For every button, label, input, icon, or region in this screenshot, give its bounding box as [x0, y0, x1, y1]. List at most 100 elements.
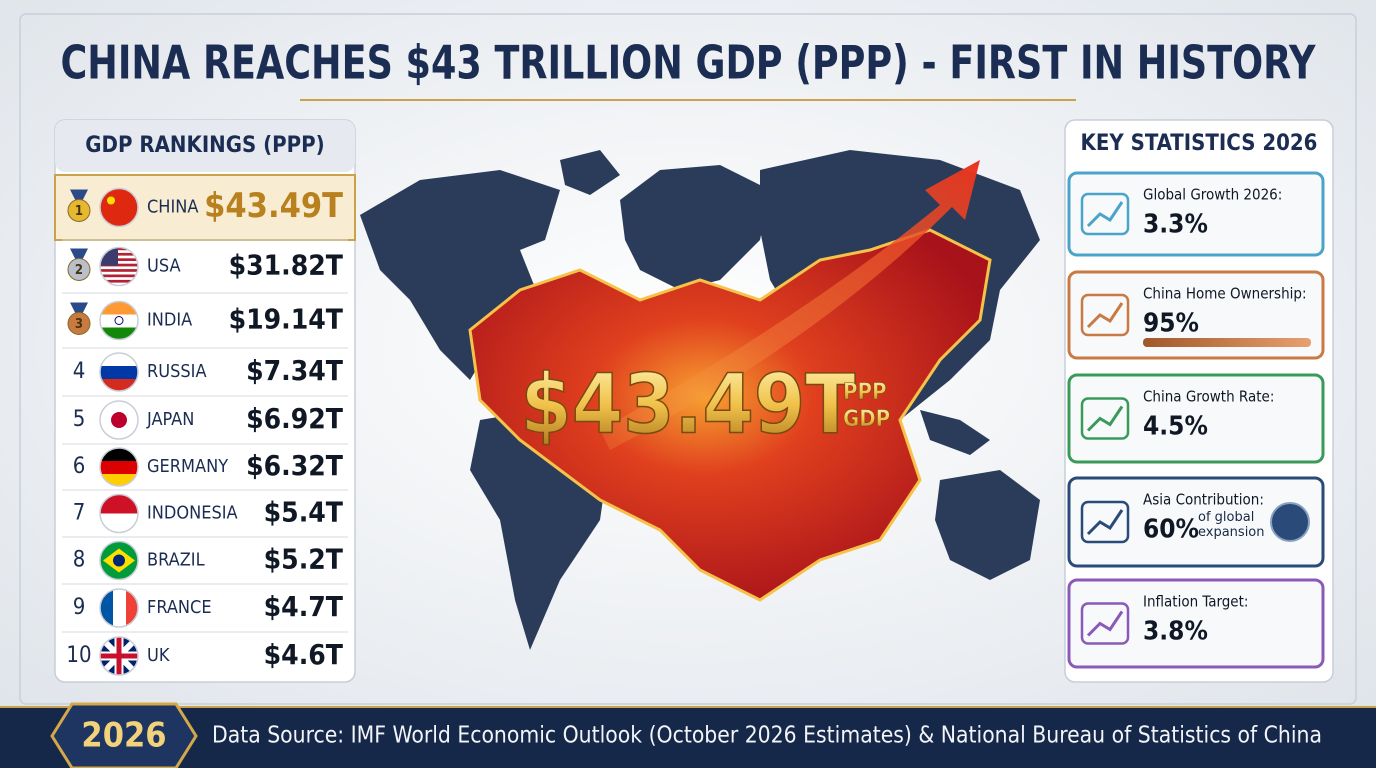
flag-stripe	[100, 258, 138, 261]
gdp: $6.32T	[246, 449, 344, 482]
rank: 5	[73, 407, 86, 432]
flag-stripe	[100, 494, 138, 514]
stat-value: 3.8%	[1143, 617, 1208, 647]
statistics-panel: KEY STATISTICS 2026 Global Growth 2026: 3.…	[1064, 119, 1334, 683]
gdp: $5.2T	[264, 543, 344, 576]
continent	[360, 170, 560, 380]
stat-label: Asia Contribution:	[1143, 491, 1264, 509]
panel-title: KEY STATISTICS 2026	[1081, 131, 1318, 156]
flag-stripe	[100, 269, 138, 272]
gdp: $31.82T	[229, 249, 344, 282]
country: CHINA	[147, 197, 198, 218]
flag-rim	[99, 187, 139, 228]
footer: 2026 Data Source: IMF World Economic Outl…	[0, 702, 1376, 768]
stat-value: 4.5%	[1143, 412, 1208, 442]
flag-field	[100, 188, 138, 227]
flag-stripe	[100, 513, 138, 533]
china-region	[468, 228, 992, 602]
stat-icon-glyph	[1086, 405, 1124, 432]
stat-note-box: of global expansion	[1198, 510, 1265, 540]
flag-stripe	[100, 314, 138, 328]
flag-rim	[99, 447, 139, 487]
rank: 10	[66, 643, 91, 668]
flag-rim	[99, 588, 139, 628]
stat-icon	[1080, 397, 1130, 440]
rank: 2	[75, 263, 83, 278]
stat-icon	[1080, 500, 1130, 544]
flag-stripe	[100, 252, 138, 256]
medal-ribbon	[70, 189, 88, 202]
stat-card	[1067, 373, 1325, 464]
gdp: $43.49T	[204, 186, 343, 226]
flag-sun	[111, 412, 127, 428]
stat-icon	[1080, 293, 1130, 337]
flag-rim	[99, 300, 139, 341]
highlight-value: $43.49T	[520, 357, 855, 452]
flag-stripe	[100, 461, 138, 474]
stat-icon-glyph	[1086, 610, 1124, 637]
rank: 9	[73, 595, 86, 620]
flag-stripe	[100, 279, 138, 283]
year-badge	[50, 702, 198, 768]
flag	[99, 300, 139, 341]
stat-label: China Home Ownership:	[1143, 285, 1307, 303]
stat-icon-glyph	[1086, 302, 1124, 329]
highlight-unit: GDP	[843, 407, 890, 432]
stat-card	[1067, 476, 1325, 568]
flag-star	[107, 196, 115, 205]
flag-art	[100, 494, 138, 533]
country: USA	[147, 256, 181, 277]
gdp: $4.7T	[264, 590, 344, 623]
continent	[560, 150, 620, 195]
flag-rim	[99, 636, 139, 676]
frame	[19, 13, 1357, 705]
source: Data Source: IMF World Economic Outlook …	[212, 723, 1322, 749]
flag-art	[100, 188, 138, 227]
flag-rim	[99, 540, 139, 581]
panel-title: GDP RANKINGS (PPP)	[85, 133, 324, 158]
flag-globe	[113, 554, 125, 567]
year: 2026	[81, 716, 166, 756]
flag-art	[100, 541, 138, 580]
gdp: $19.14T	[229, 303, 344, 336]
country: RUSSIA	[147, 361, 207, 382]
country: FRANCE	[147, 597, 212, 618]
continent	[620, 165, 770, 290]
rank: 7	[73, 501, 86, 526]
flag-wheel	[114, 316, 124, 325]
country: UK	[147, 645, 170, 666]
rank: 8	[73, 548, 86, 573]
country: GERMANY	[147, 456, 228, 477]
rank: 1	[75, 204, 83, 219]
rankings-panel: GDP RANKINGS (PPP) 1 CHINA $43.49T 2 USA $31.8…	[54, 119, 356, 683]
country: BRAZIL	[147, 550, 205, 571]
stat-value: 95%	[1143, 309, 1199, 339]
stat-icon-glyph	[1086, 201, 1124, 228]
flag-stripe	[113, 589, 126, 627]
flag	[99, 400, 139, 440]
stat-label: China Growth Rate:	[1143, 388, 1274, 406]
growth-arrow	[600, 160, 980, 450]
flag-rim	[99, 352, 139, 392]
medal-ribbon	[70, 302, 88, 315]
stat-value: 3.3%	[1143, 210, 1208, 240]
flag-stripe	[100, 263, 138, 267]
stat-label: Inflation Target:	[1143, 593, 1248, 611]
stat-icon-glyph	[1086, 509, 1124, 536]
stat-card	[1067, 270, 1325, 360]
stat-label: Global Growth 2026:	[1143, 186, 1282, 204]
gdp: $6.92T	[246, 402, 344, 435]
gdp: $4.6T	[264, 638, 344, 671]
stat-card	[1067, 578, 1325, 669]
continent	[920, 410, 990, 455]
country: INDIA	[147, 310, 192, 331]
gdp: $5.4T	[264, 496, 344, 529]
medal	[67, 312, 91, 335]
flag	[99, 352, 139, 392]
flag-art	[100, 401, 138, 439]
stat-value: 60%	[1143, 515, 1199, 545]
rank: 4	[73, 359, 86, 384]
medal-ribbon	[70, 248, 88, 261]
